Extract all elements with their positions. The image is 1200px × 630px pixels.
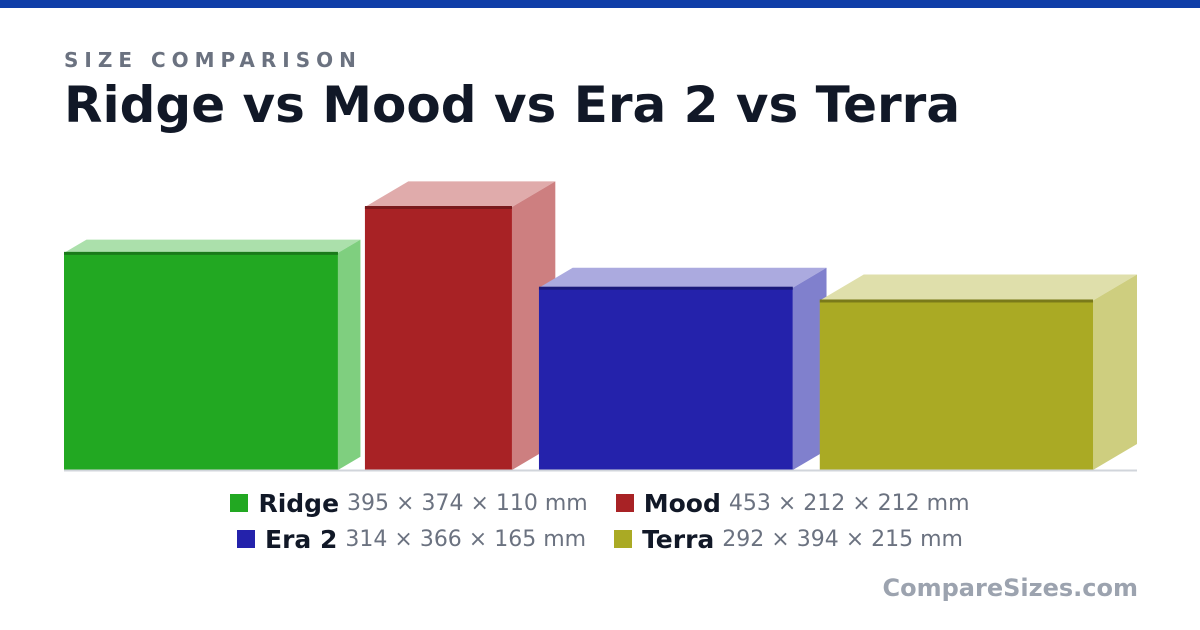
bar-mood	[364, 181, 556, 471]
page-title: Ridge vs Mood vs Era 2 vs Terra	[64, 76, 961, 134]
legend-item-era-2: Era 2 314 × 366 × 165 mm	[237, 525, 586, 554]
legend-dimensions: 292 × 394 × 215 mm	[722, 526, 963, 552]
chart-legend: Ridge 395 × 374 × 110 mm Mood 453 × 212 × 2…	[0, 488, 1200, 554]
bar-terra	[819, 274, 1137, 470]
bar-side-face-ridge	[337, 239, 361, 470]
legend-item-terra: Terra 292 × 394 × 215 mm	[614, 525, 963, 554]
bar-top-edge-terra	[819, 299, 1094, 303]
bar-ridge	[64, 239, 361, 470]
legend-row: Era 2 314 × 366 × 165 mm Terra 292 × 394 × …	[237, 524, 963, 554]
bar-side-face-era-2	[792, 267, 827, 470]
legend-dimensions: 453 × 212 × 212 mm	[728, 490, 970, 516]
legend-name: Era 2	[265, 524, 338, 554]
legend-item-ridge: Ridge 395 × 374 × 110 mm	[230, 488, 588, 518]
bar-top-face-ridge	[64, 239, 361, 253]
bar-front-face-era-2	[538, 287, 793, 470]
legend-swatch	[614, 530, 633, 548]
bar-top-edge-mood	[364, 206, 512, 209]
bar-front-face-terra	[819, 300, 1094, 470]
bar-top-edge-era-2	[538, 286, 793, 290]
legend-name: Terra	[642, 524, 715, 554]
bar-top-face-mood	[364, 181, 556, 207]
legend-item-mood: Mood 453 × 212 × 212 mm	[615, 488, 970, 518]
bar-side-face-terra	[1093, 274, 1137, 470]
legend-name: Ridge	[258, 488, 340, 518]
legend-row: Ridge 395 × 374 × 110 mm Mood 453 × 212 × 2…	[230, 488, 970, 518]
legend-swatch	[237, 530, 256, 548]
legend-dimensions: 395 × 374 × 110 mm	[347, 490, 588, 516]
brand-watermark: CompareSizes.com	[882, 574, 1138, 602]
legend-dimensions: 314 × 366 × 165 mm	[345, 526, 587, 552]
top-accent-bar	[0, 0, 1200, 8]
legend-swatch	[230, 494, 249, 512]
bar-top-face-terra	[819, 274, 1137, 301]
legend-name: Mood	[643, 488, 721, 518]
bar-era-2	[538, 267, 827, 470]
eyebrow-label: SIZE COMPARISON	[64, 48, 362, 72]
bar-front-face-ridge	[64, 252, 338, 470]
legend-swatch	[615, 494, 634, 512]
bar-top-edge-ridge	[64, 251, 338, 255]
bar-front-face-mood	[364, 207, 512, 470]
bar-top-face-era-2	[538, 267, 827, 288]
